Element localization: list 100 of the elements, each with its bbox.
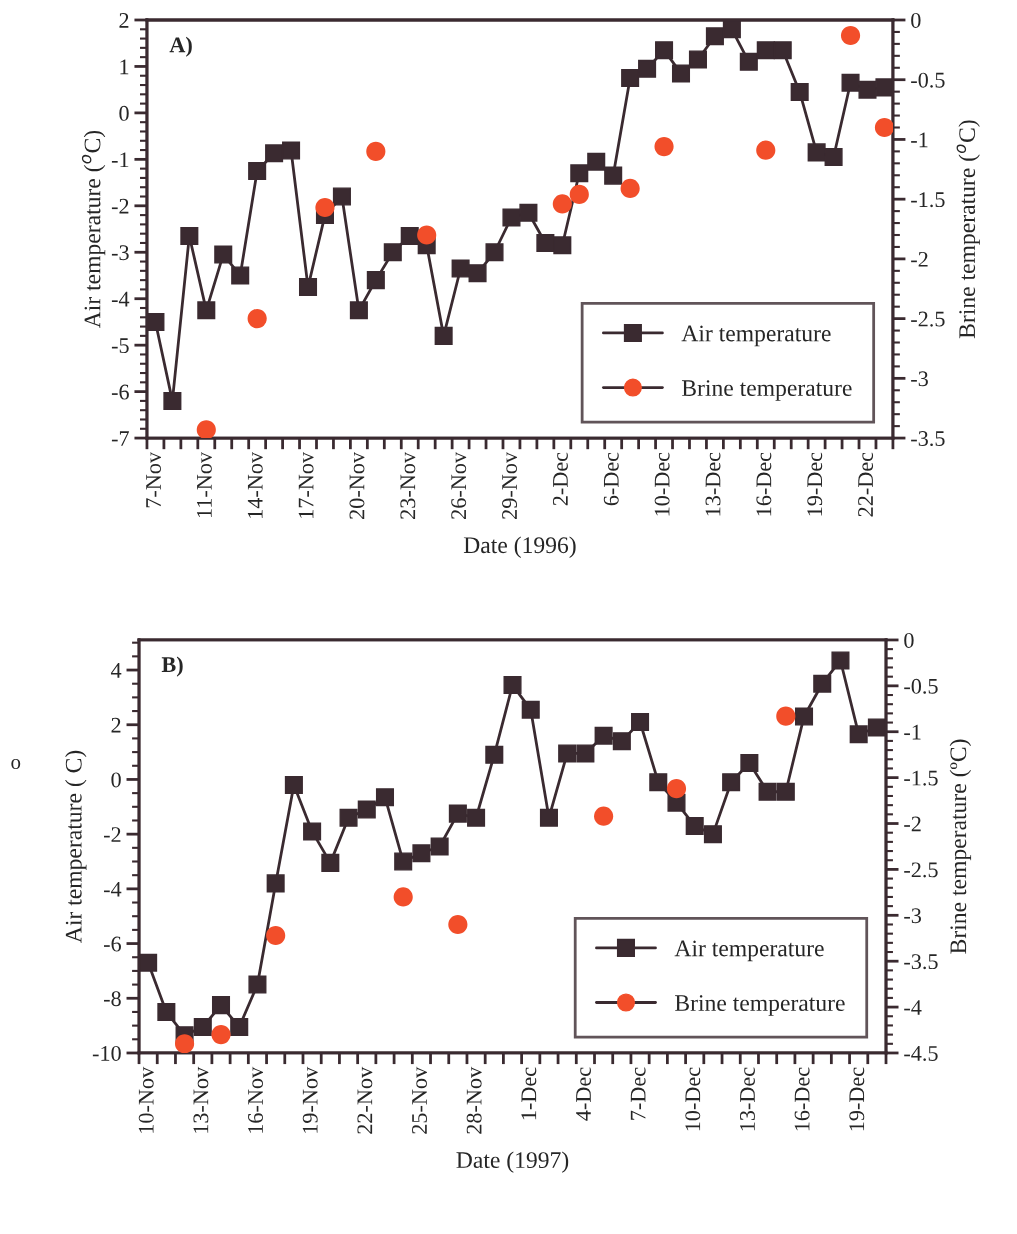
point: [813, 674, 832, 693]
x-tick-label: 19-Dec: [849, 1067, 865, 1131]
point: [620, 178, 640, 198]
point: [451, 259, 470, 278]
y2-tick-label: -1.5: [911, 192, 945, 208]
text: A): [169, 36, 192, 57]
x-tick-label: 13-Dec: [740, 1067, 755, 1131]
point: [400, 226, 419, 246]
y2-tick-label: -3.5: [904, 954, 938, 970]
point: [157, 1002, 176, 1021]
x-tick-label: 25-Nov: [412, 1066, 427, 1134]
point: [685, 816, 704, 835]
y2-tick-label: 0: [904, 632, 914, 648]
y-tick-label: -4: [111, 291, 130, 307]
y-axis-title: Air temperature ($^{o}$C): [81, 130, 106, 329]
point: [393, 887, 413, 907]
y2-tick-label: -2.5: [904, 862, 938, 878]
text: o: [11, 759, 21, 770]
point: [552, 194, 572, 214]
y-tick-label: -6: [103, 936, 121, 952]
y2-tick-label: 0: [911, 12, 921, 28]
point: [740, 754, 759, 773]
y2-tick-label: -4.5: [904, 1046, 938, 1061]
point: [448, 914, 468, 935]
point: [417, 225, 437, 245]
point: [315, 197, 335, 218]
y-tick-label: 1: [120, 59, 129, 75]
y-axis-title: Air temperature ( C): [65, 750, 87, 943]
point: [357, 800, 376, 819]
y2-tick-label: -1.5: [904, 770, 938, 786]
y2-axis-title: Brine temperature ($^{o}$C): [956, 120, 980, 339]
point: [503, 676, 522, 695]
x-tick-label: 4-Dec: [576, 1067, 591, 1121]
point: [339, 808, 358, 827]
x-tick-label: 19-Dec: [807, 452, 823, 516]
point: [867, 718, 886, 737]
point: [794, 707, 814, 726]
point: [790, 82, 809, 102]
point: [570, 164, 589, 183]
x-tick-label: 23-Nov: [400, 451, 416, 519]
point: [298, 278, 318, 297]
point: [303, 822, 322, 841]
point: [383, 243, 402, 262]
text: B): [161, 656, 183, 677]
point: [349, 301, 368, 320]
y2-tick-label: -4: [904, 1000, 922, 1015]
point: [671, 64, 691, 83]
x-tick-label: 22-Dec: [858, 452, 874, 517]
x-tick-label: 16-Dec: [794, 1067, 810, 1131]
y2-tick-label: -2: [911, 251, 928, 267]
point: [840, 25, 861, 46]
point: [638, 59, 657, 78]
y-tick-label: -5: [111, 338, 129, 354]
point: [211, 996, 231, 1015]
y2-tick-label: -2: [904, 816, 921, 832]
point: [332, 187, 351, 206]
point: [266, 874, 285, 893]
point: [180, 226, 199, 246]
legend-label: Air temperature: [674, 940, 824, 962]
point: [139, 953, 158, 972]
point: [539, 808, 558, 827]
point: [321, 853, 340, 872]
point: [773, 41, 792, 60]
y-tick-label: 0: [111, 772, 121, 788]
x-tick-label: 6-Dec: [603, 452, 619, 506]
point: [756, 41, 775, 60]
point: [468, 264, 487, 283]
point: [807, 143, 826, 162]
point: [412, 844, 431, 863]
x-tick-label: 16-Dec: [756, 452, 772, 516]
point: [569, 184, 589, 204]
point: [163, 391, 182, 410]
point: [284, 775, 303, 794]
y-tick-label: 2: [111, 717, 121, 733]
y-tick-label: -2: [111, 198, 129, 214]
point: [621, 69, 640, 88]
x-tick-label: 14-Nov: [247, 451, 263, 518]
x-tick-label: 1-Dec: [521, 1067, 537, 1120]
point: [831, 651, 850, 670]
point: [214, 245, 233, 264]
point: [211, 1025, 231, 1045]
point: [366, 141, 386, 161]
point: [231, 266, 250, 285]
point: [576, 744, 595, 763]
x-tick-label: 7-Dec: [630, 1067, 646, 1120]
point: [874, 117, 893, 138]
y-tick-label: -3: [111, 245, 129, 261]
point: [612, 732, 631, 751]
point: [248, 161, 267, 180]
point: [196, 420, 216, 439]
x-tick-label: 13-Dec: [705, 452, 721, 516]
y2-tick-label: -3: [911, 371, 928, 387]
y2-tick-label: -1: [911, 132, 928, 148]
y2-tick-label: -0.5: [904, 678, 938, 694]
y-tick-label: -4: [103, 881, 122, 897]
y2-tick-label: -3: [904, 908, 922, 924]
point: [247, 309, 267, 329]
x-tick-label: 11-Nov: [196, 451, 212, 518]
y2-tick-label: -0.5: [911, 72, 945, 88]
point: [230, 1017, 249, 1037]
